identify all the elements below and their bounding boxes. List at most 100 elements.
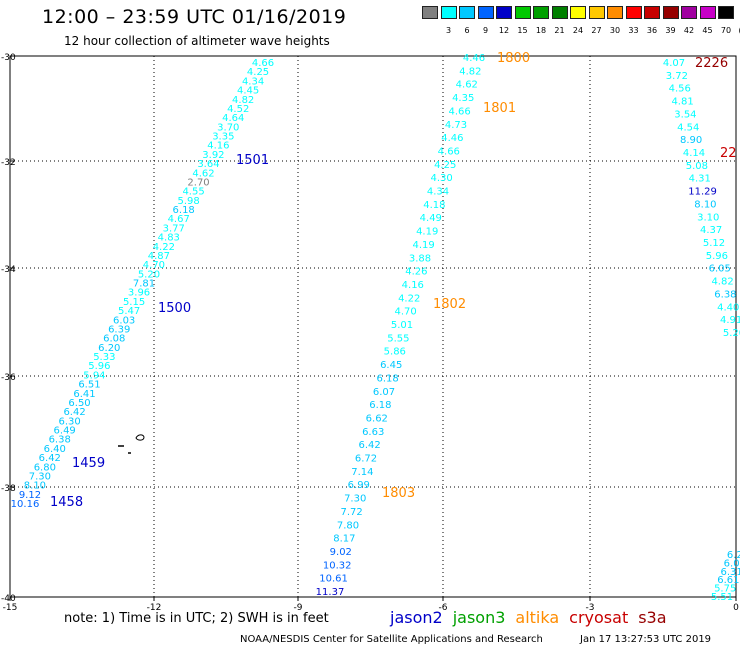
legend-swatch [718,6,734,19]
x-tick-label: -9 [294,603,303,613]
legend-label: 45 [702,26,713,35]
track-1801: 4.46 4.82 4.62 4.35 4.66 4.73 4.46 4.66 4.25 4.30… [316,51,530,598]
island-outline [118,434,145,454]
wave-height-value: 6.07 [373,387,395,398]
wave-height-value: 3.92 [202,150,224,161]
legend-label: 15 [517,26,528,35]
legend-label: 6 [464,26,470,35]
wave-height-value: 6.30 [58,416,80,427]
track-2226: 4.07 3.72 4.56 4.813.54 4.54 8.90 4.14 5.08 4.31… [663,56,740,339]
wave-height-value: 6.03 [113,315,135,326]
wave-height-value: 4.37 [700,225,722,236]
wave-height-value: 7.81 [133,279,155,290]
wave-height-value: 5.01 [391,320,413,331]
wave-height-value: 4.54 [677,122,699,133]
legend-label: 24 [572,26,584,35]
legend-swatch [533,6,549,19]
wave-height-value: 4.14 [683,148,705,159]
wave-height-value: 3.10 [697,212,719,223]
wave-height-value: 6.41 [73,389,95,400]
wave-height-value: 4.66 [438,146,460,157]
wave-height-value: 4.70 [143,260,165,271]
wave-height-value: 9.02 [330,547,352,558]
wave-height-value: 3.64 [197,159,219,170]
wave-height-value: 10.16 [11,499,40,510]
wave-height-value: 3.54 [674,109,696,120]
axis-ticks: -15 -12 -9 -6 -3 0-30-32-34-36-38-40 [1,53,739,613]
wave-height-value: 6.18 [369,400,391,411]
wave-height-value: 4.91 [720,315,740,326]
pass-time-label: 1500 [158,301,191,316]
y-tick-label: -32 [1,158,16,168]
track-1501: 4.664.254.344.454.824.524.643.703.354.16… [11,58,274,510]
wave-height-value: 5.55 [387,333,409,344]
wave-height-value: 4.52 [227,104,249,115]
legend-swatch [514,6,531,19]
y-tick-label: -30 [1,53,16,63]
wave-height-value: 6.62 [366,413,388,424]
wave-height-value: 10.32 [323,560,352,571]
wave-height-value: 5.98 [177,196,199,207]
wave-height-value: 5.20 [138,269,160,280]
wave-height-value: 4.25 [434,160,456,171]
satellite-legend: jason2 jason3 altika cryosat s3a [390,608,677,627]
wave-height-value: 7.72 [340,507,362,518]
legend-swatch [607,6,623,19]
wave-height-value: 5.08 [686,161,708,172]
wave-height-value: 4.16 [402,280,424,291]
wave-height-value: 6.51 [78,380,100,391]
wave-height-value: 7.14 [351,467,373,478]
wave-height-value: 6.39 [108,324,130,335]
x-tick-label: -3 [586,603,595,613]
wave-height-value: 4.66 [448,106,470,117]
wave-height-value: 6.80 [34,462,56,473]
legend-label: 30 [609,26,621,35]
wave-height-value: 8.90 [680,135,702,146]
x-tick-label: -12 [147,603,162,613]
wave-height-value: 4.49 [420,213,442,224]
wave-height-value: 6.40 [44,444,66,455]
pass-time-label: 22 [720,146,737,161]
wave-height-value: 3.35 [212,132,234,143]
wave-height-value: 5.86 [384,347,406,358]
legend-label: 9 [482,26,489,35]
y-tick-label: -38 [1,484,16,494]
legend-label: 33 [628,26,639,35]
wave-height-value: 6.02 [724,558,740,569]
wave-height-value: 6.20 [98,343,120,354]
wave-height-value: 6.63 [362,427,384,438]
wave-height-value: 4.45 [237,86,259,97]
wave-height-value: 6.61 [717,575,739,586]
pass-time-label: 1803 [382,486,415,501]
legend-label: 39 [665,26,676,35]
pass-time-label: 1459 [72,456,105,471]
wave-height-value: 3.72 [666,71,688,82]
legend-swatch [644,6,660,19]
notes: note: 1) Time is in UTC; 2) SWH is in fe… [64,611,329,626]
legend-swatch [681,6,697,19]
legend-swatch [662,6,679,19]
map-title: 12:00 – 23:59 UTC 01/16/2019 [42,6,347,28]
credit: NOAA/NESDIS Center for Satellite Applica… [240,634,543,645]
wave-height-value: 6.42 [39,453,61,464]
legend-label: 12 [498,26,510,35]
pass-time-label: 1801 [483,101,516,116]
wave-height-value: 4.30 [430,173,452,184]
wave-height-value: 7.80 [337,520,359,531]
wave-height-value: 6.45 [380,360,402,371]
wave-height-value: 4.22 [398,293,420,304]
wave-height-value: 4.22 [153,242,175,253]
wave-height-value: 4.82 [459,66,481,77]
legend-swatch [625,6,642,19]
wave-height-value: 4.19 [416,227,438,238]
wave-height-value: 7.30 [344,494,366,505]
wave-height-value: 6.42 [63,407,85,418]
wave-height-value: 6.08 [103,334,125,345]
wave-height-value: 4.70 [394,307,416,318]
wave-height-value: 11.29 [688,187,717,198]
wave-height-value: 4.67 [168,214,190,225]
wave-height-value: 3.96 [128,288,150,299]
wave-height-value: 5.96 [706,251,728,262]
wave-height-value: 4.16 [207,141,229,152]
legend-label: 42 [683,26,695,35]
